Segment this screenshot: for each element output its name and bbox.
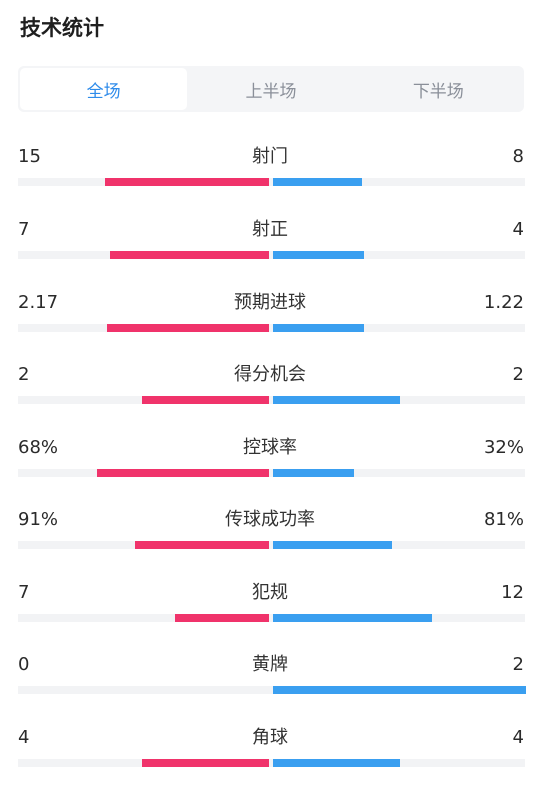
stat-track bbox=[18, 759, 525, 767]
stat-track bbox=[18, 178, 525, 186]
stat-row-shots: 15 射门 8 bbox=[0, 146, 540, 206]
home-bar bbox=[107, 324, 269, 332]
home-bar bbox=[97, 469, 269, 477]
home-bar bbox=[142, 396, 269, 404]
home-value: 2 bbox=[18, 364, 30, 385]
stat-track bbox=[18, 324, 525, 332]
home-bar bbox=[142, 759, 269, 767]
away-value: 2 bbox=[512, 654, 524, 675]
stat-track bbox=[18, 469, 525, 477]
tab-second-half[interactable]: 下半场 bbox=[412, 81, 464, 102]
stat-row-expected-goals: 2.17 预期进球 1.22 bbox=[0, 292, 540, 352]
home-value: 0 bbox=[18, 654, 30, 675]
stat-label: 射正 bbox=[252, 219, 288, 240]
stat-label: 犯规 bbox=[252, 582, 288, 603]
stat-label: 黄牌 bbox=[252, 654, 288, 675]
away-bar bbox=[273, 541, 392, 549]
home-value: 7 bbox=[18, 582, 30, 603]
away-value: 4 bbox=[512, 219, 524, 240]
away-value: 8 bbox=[512, 146, 524, 167]
home-value: 2.17 bbox=[18, 292, 59, 313]
away-value: 2 bbox=[512, 364, 524, 385]
period-tabs: 全场 上半场 下半场 bbox=[18, 66, 524, 112]
stat-label: 传球成功率 bbox=[225, 509, 315, 530]
home-bar bbox=[110, 251, 269, 259]
home-value: 15 bbox=[18, 146, 41, 167]
away-bar bbox=[273, 251, 364, 259]
away-value: 12 bbox=[501, 582, 524, 603]
away-bar bbox=[273, 178, 362, 186]
stat-track bbox=[18, 396, 525, 404]
stat-track bbox=[18, 614, 525, 622]
stat-row-shots-on-target: 7 射正 4 bbox=[0, 219, 540, 279]
stat-label: 得分机会 bbox=[234, 364, 306, 385]
tab-full-match[interactable]: 全场 bbox=[20, 68, 188, 110]
stat-label: 角球 bbox=[252, 727, 288, 748]
home-value: 68% bbox=[18, 437, 59, 458]
home-bar bbox=[105, 178, 269, 186]
stat-label: 控球率 bbox=[243, 437, 297, 458]
away-bar bbox=[273, 469, 354, 477]
away-value: 32% bbox=[483, 437, 524, 458]
stat-row-scoring-chances: 2 得分机会 2 bbox=[0, 364, 540, 424]
away-value: 4 bbox=[512, 727, 524, 748]
stat-row-fouls: 7 犯规 12 bbox=[0, 582, 540, 642]
page-title: 技术统计 bbox=[20, 16, 104, 40]
tab-first-half[interactable]: 上半场 bbox=[245, 81, 297, 102]
home-bar bbox=[135, 541, 269, 549]
stat-row-yellow-cards: 0 黄牌 2 bbox=[0, 654, 540, 714]
home-bar bbox=[175, 614, 269, 622]
away-value: 1.22 bbox=[483, 292, 524, 313]
home-value: 91% bbox=[18, 509, 59, 530]
home-value: 4 bbox=[18, 727, 30, 748]
stat-track bbox=[18, 686, 525, 694]
away-bar bbox=[273, 759, 400, 767]
stat-row-possession: 68% 控球率 32% bbox=[0, 437, 540, 497]
away-value: 81% bbox=[483, 509, 524, 530]
stat-track bbox=[18, 541, 525, 549]
stat-row-pass-accuracy: 91% 传球成功率 81% bbox=[0, 509, 540, 569]
away-bar bbox=[273, 614, 432, 622]
stat-label: 预期进球 bbox=[234, 292, 306, 313]
home-value: 7 bbox=[18, 219, 30, 240]
stat-row-corners: 4 角球 4 bbox=[0, 727, 540, 787]
stat-label: 射门 bbox=[252, 146, 288, 167]
away-bar bbox=[273, 324, 364, 332]
away-bar bbox=[273, 396, 400, 404]
stat-track bbox=[18, 251, 525, 259]
away-bar bbox=[273, 686, 526, 694]
